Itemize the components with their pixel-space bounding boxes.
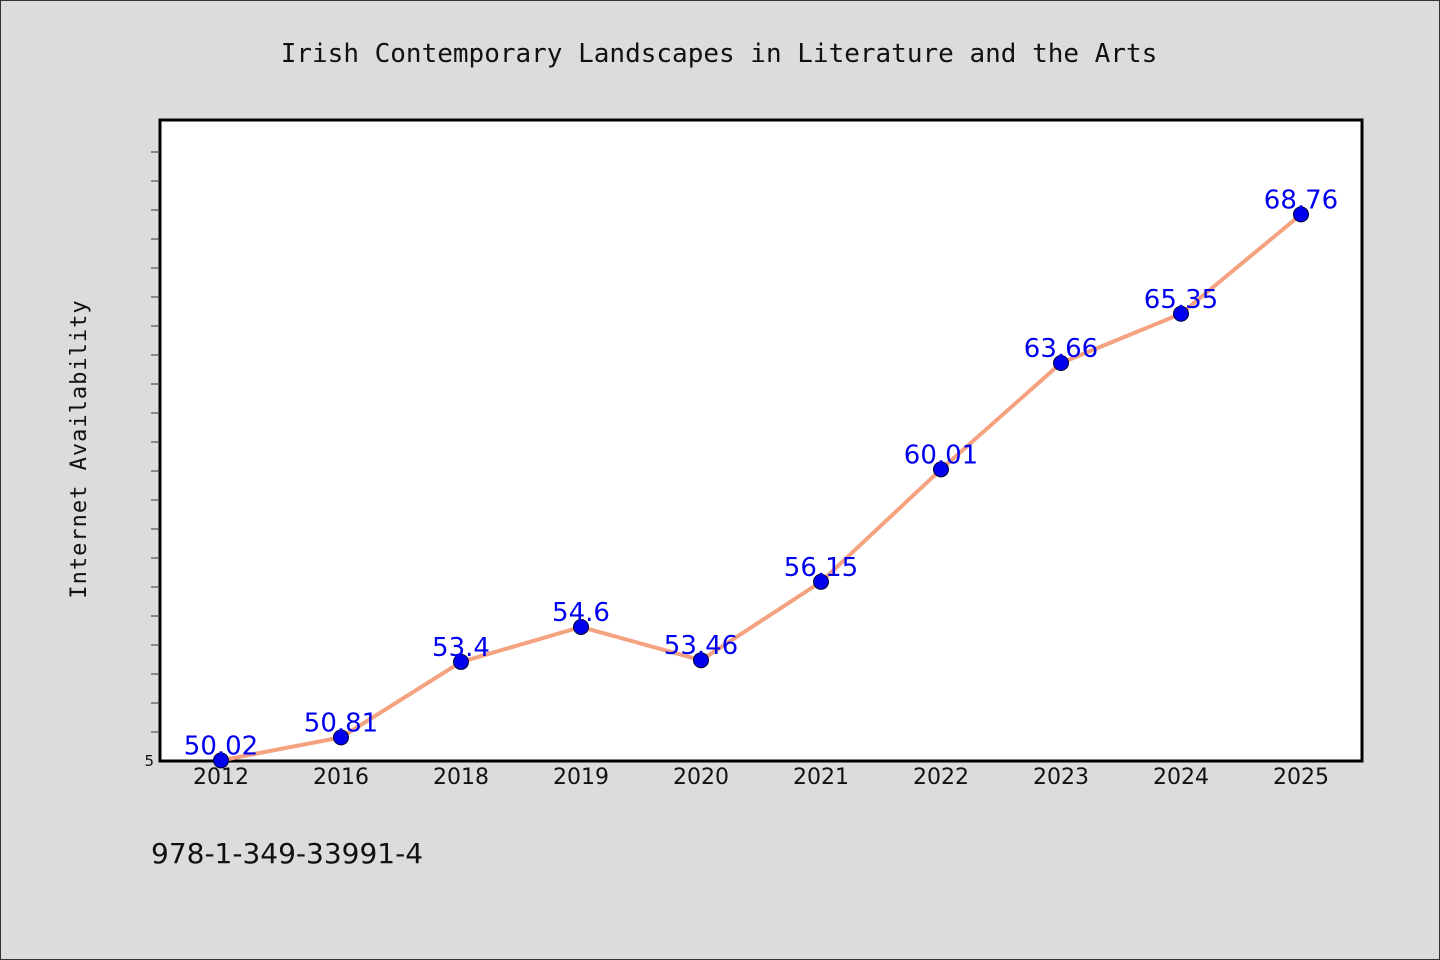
- x-tick-label: 2012: [193, 765, 249, 790]
- data-label: 56.15: [784, 553, 858, 583]
- x-tick-label: 2022: [913, 765, 969, 790]
- data-labels: 50.02 50.81 53.4 54.6 53.46 56.15 60.01 63.66 65…: [184, 185, 1338, 761]
- data-point: [1053, 354, 1069, 371]
- y-axis-ticks: 5: [144, 752, 154, 770]
- data-label: 68.76: [1264, 185, 1338, 215]
- x-tick-label: 2021: [793, 765, 849, 790]
- data-label: 63.66: [1024, 334, 1098, 364]
- x-axis-ticks: 2012 2016 2018 2019 2020 2021 2022 2023 2024 2025: [193, 765, 1329, 790]
- data-label: 53.46: [664, 631, 738, 661]
- data-point: [813, 573, 829, 590]
- x-tick-label: 2025: [1273, 765, 1329, 790]
- data-label: 53.4: [432, 633, 490, 663]
- footnote-isbn: 978-1-349-33991-4: [151, 837, 423, 870]
- data-label: 65.35: [1144, 285, 1218, 315]
- data-label: 60.01: [904, 440, 978, 470]
- data-point: [333, 729, 349, 746]
- data-point: [693, 652, 709, 669]
- data-point: [1173, 305, 1189, 322]
- chart-title: Irish Contemporary Landscapes in Literat…: [281, 39, 1158, 69]
- data-label: 50.81: [304, 708, 378, 738]
- data-label: 50.02: [184, 731, 258, 761]
- y-axis-minor-ticks: [151, 151, 160, 733]
- x-tick-label: 2024: [1153, 765, 1209, 790]
- data-point: [573, 618, 589, 635]
- data-point: [213, 752, 229, 769]
- data-point: [933, 461, 949, 478]
- plot-area: [158, 118, 1364, 763]
- x-tick-label: 2020: [673, 765, 729, 790]
- x-tick-label: 2018: [433, 765, 489, 790]
- data-point: [1293, 206, 1309, 223]
- series-line: [219, 212, 1303, 763]
- y-tick-label: 5: [144, 752, 154, 770]
- y-axis-label: Internet Availability: [67, 299, 92, 598]
- series-markers: [213, 206, 1309, 769]
- data-point: [453, 653, 469, 670]
- x-tick-label: 2016: [313, 765, 369, 790]
- x-tick-label: 2019: [553, 765, 609, 790]
- data-label: 54.6: [552, 598, 610, 628]
- x-tick-label: 2023: [1033, 765, 1089, 790]
